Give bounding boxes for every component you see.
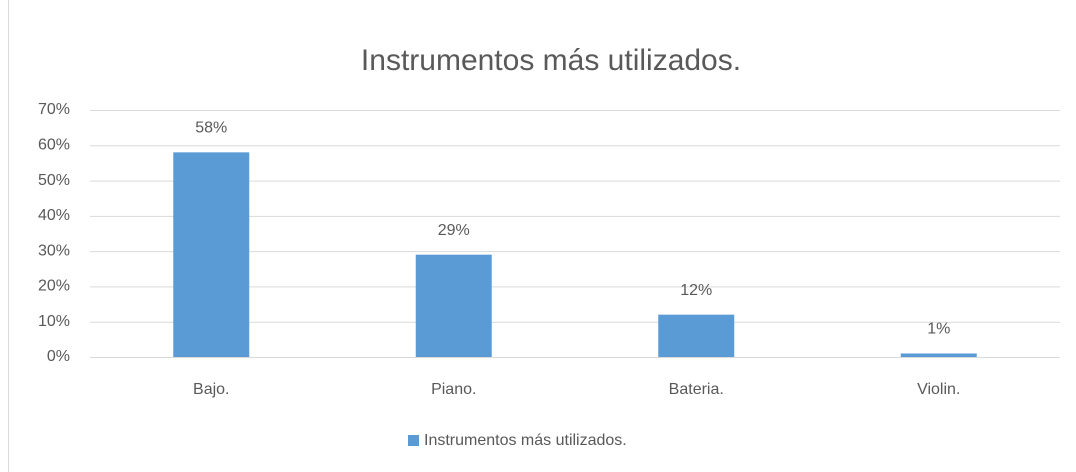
bar: [900, 353, 977, 357]
bar: [173, 152, 250, 357]
x-tick-label: Bajo.: [193, 381, 229, 398]
chart-title: Instrumentos más utilizados.: [361, 44, 741, 77]
y-tick-label: 30%: [38, 242, 70, 259]
y-tick-label: 20%: [38, 278, 70, 295]
data-label: 1%: [927, 321, 950, 338]
legend-label: Instrumentos más utilizados.: [424, 432, 627, 449]
y-tick-label: 10%: [38, 313, 70, 330]
data-label: 29%: [438, 222, 470, 239]
y-tick-label: 70%: [38, 101, 70, 118]
bar: [415, 254, 492, 357]
data-label: 12%: [680, 282, 712, 299]
data-label: 58%: [195, 120, 227, 137]
y-tick-label: 60%: [38, 137, 70, 154]
legend-swatch: [408, 435, 419, 446]
bar: [658, 314, 735, 357]
x-tick-label: Bateria.: [669, 381, 724, 398]
y-tick-label: 50%: [38, 172, 70, 189]
y-tick-label: 40%: [38, 207, 70, 224]
x-tick-label: Piano.: [431, 381, 476, 398]
y-tick-label: 0%: [47, 348, 70, 365]
x-tick-label: Violin.: [917, 381, 960, 398]
